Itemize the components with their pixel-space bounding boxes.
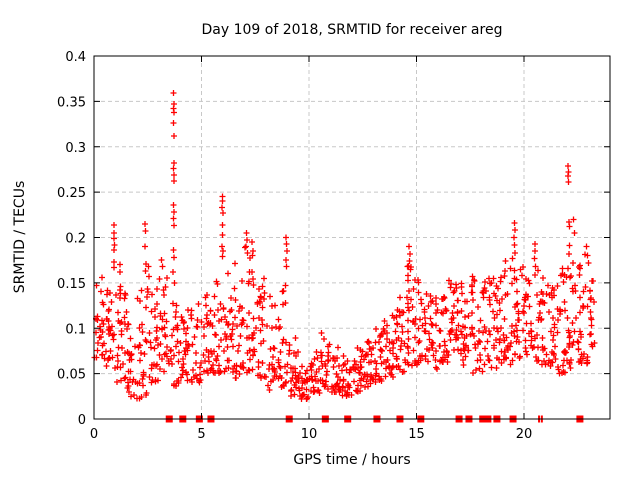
svg-text:20: 20	[516, 427, 533, 442]
svg-text:0.25: 0.25	[57, 186, 86, 201]
axis-ticks	[93, 55, 610, 420]
svg-text:0.4: 0.4	[65, 50, 86, 65]
svg-text:0: 0	[78, 413, 86, 428]
x-axis-label: GPS time / hours	[293, 452, 411, 468]
svg-text:0.15: 0.15	[57, 277, 86, 292]
svg-text:0.35: 0.35	[57, 95, 86, 110]
svg-text:15: 15	[408, 427, 425, 442]
svg-text:0.05: 0.05	[57, 368, 86, 383]
svg-text:5: 5	[197, 427, 205, 442]
svg-text:0.3: 0.3	[65, 141, 86, 156]
grid-lines	[94, 56, 610, 419]
chart-title: Day 109 of 2018, SRMTID for receiver are…	[201, 22, 503, 38]
scatter-points	[91, 90, 598, 402]
svg-text:0.2: 0.2	[65, 232, 86, 247]
svg-text:10: 10	[301, 427, 318, 442]
tick-labels: 0 5 10 15 20 0 0.05 0.1 0.15 0.2 0.25 0.3 0.35 0.4	[57, 50, 532, 442]
svg-text:0.1: 0.1	[65, 322, 86, 337]
svg-text:0: 0	[90, 427, 98, 442]
